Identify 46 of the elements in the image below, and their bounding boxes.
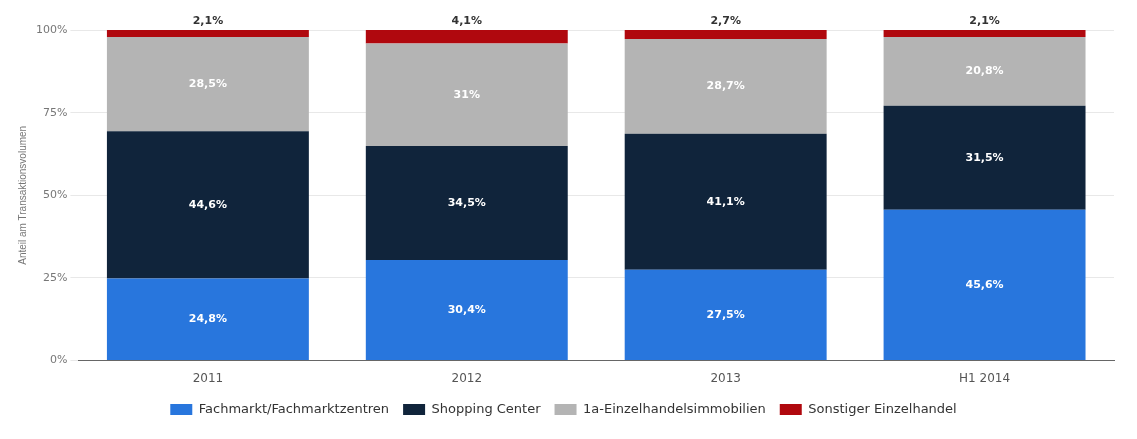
data-label: 41,1%: [706, 194, 745, 208]
y-tick-label: 75%: [42, 105, 68, 119]
data-label: 27,5%: [706, 307, 745, 321]
data-label: 28,7%: [706, 79, 745, 93]
bar: [624, 133, 827, 270]
data-label: 45,6%: [965, 277, 1004, 291]
bar: [106, 36, 309, 132]
data-label: 4,1%: [451, 13, 483, 27]
data-label: 2,7%: [710, 13, 741, 27]
bar: [106, 278, 309, 361]
legend-label: Sonstiger Einzelhandel: [808, 400, 957, 416]
y-tick-label: 50%: [42, 188, 68, 202]
data-label: 44,6%: [188, 197, 227, 211]
bar: [624, 38, 827, 134]
data-label: 30,4%: [447, 302, 486, 316]
bar: [365, 146, 568, 261]
bar: [883, 209, 1086, 361]
bar: [883, 36, 1086, 106]
data-label: 2,1%: [969, 13, 1000, 27]
data-label: 20,8%: [965, 64, 1004, 78]
x-tick-label: H1 2014: [959, 370, 1011, 385]
bar: [365, 260, 568, 361]
bar: [365, 30, 568, 44]
data-label: 28,5%: [188, 76, 227, 90]
data-label: 2,1%: [192, 13, 224, 27]
bar: [106, 131, 309, 279]
data-label: 31,5%: [965, 150, 1004, 164]
y-axis-title: Anteil am Transaktionsvolumen: [16, 125, 28, 265]
y-tick-label: 0%: [49, 353, 68, 367]
data-label: 34,5%: [447, 195, 486, 209]
y-tick-label: 25%: [42, 270, 68, 284]
x-tick-label: 2012: [451, 370, 483, 385]
bar: [624, 269, 827, 361]
x-tick-label: 2013: [710, 370, 741, 385]
y-tick-label: 100%: [35, 22, 68, 36]
data-label: 31%: [453, 87, 480, 101]
bar: [883, 30, 1086, 37]
bar: [624, 30, 827, 39]
bar: [106, 30, 309, 37]
data-label: 24,8%: [188, 312, 227, 326]
bar: [883, 105, 1086, 210]
legend-label: Fachmarkt/Fachmarktzentren: [198, 400, 390, 416]
bar: [365, 43, 568, 147]
x-tick-label: 2011: [192, 370, 224, 385]
legend-label: Shopping Center: [431, 400, 542, 416]
legend-label: 1a-Einzelhandelsimmobilien: [583, 400, 766, 416]
